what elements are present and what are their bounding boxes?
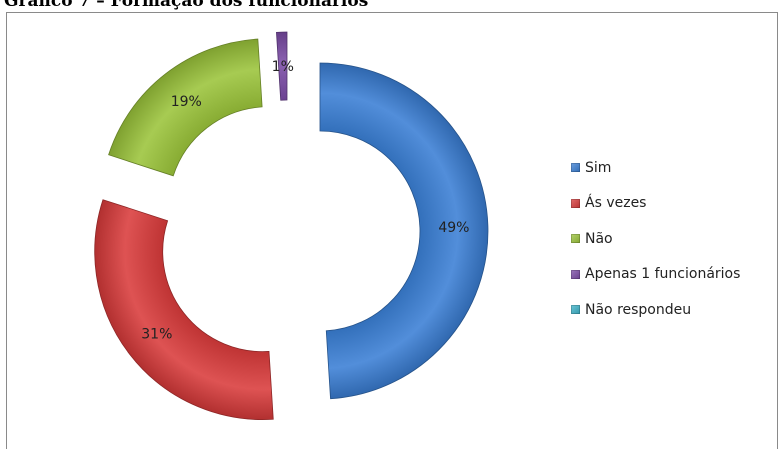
slice-n-o: [108, 38, 263, 177]
data-label: 49%: [438, 220, 469, 236]
data-label: 19%: [171, 94, 202, 110]
legend-item: Não respondeu: [571, 292, 740, 328]
slice-sim: [319, 62, 489, 400]
legend-item: Ás vezes: [571, 186, 740, 222]
legend-swatch: [571, 163, 580, 173]
chart-frame: [6, 12, 778, 449]
legend-item: Sim: [571, 150, 740, 186]
figure-caption: Gráfico 7 – Formação dos funcionários: [4, 0, 369, 11]
chart-legend: Sim Ás vezes Não Apenas 1 funcionários Não r…: [571, 150, 740, 328]
legend-label: Não respondeu: [585, 301, 692, 318]
legend-label: Sim: [585, 159, 612, 176]
legend-swatch: [571, 305, 580, 315]
legend-item: Não: [571, 221, 740, 257]
slice-apenas-1-funcion-rios: [276, 31, 288, 101]
legend-swatch: [571, 269, 580, 279]
legend-item: Apenas 1 funcionários: [571, 257, 740, 293]
legend-label: Apenas 1 funcionários: [585, 266, 741, 283]
data-label: 1%: [272, 59, 294, 75]
legend-label: Não: [585, 230, 613, 247]
legend-swatch: [571, 234, 580, 244]
data-label: 31%: [141, 327, 172, 343]
legend-swatch: [571, 198, 580, 208]
slice--s-vezes: [94, 199, 274, 421]
legend-label: Ás vezes: [585, 195, 647, 212]
